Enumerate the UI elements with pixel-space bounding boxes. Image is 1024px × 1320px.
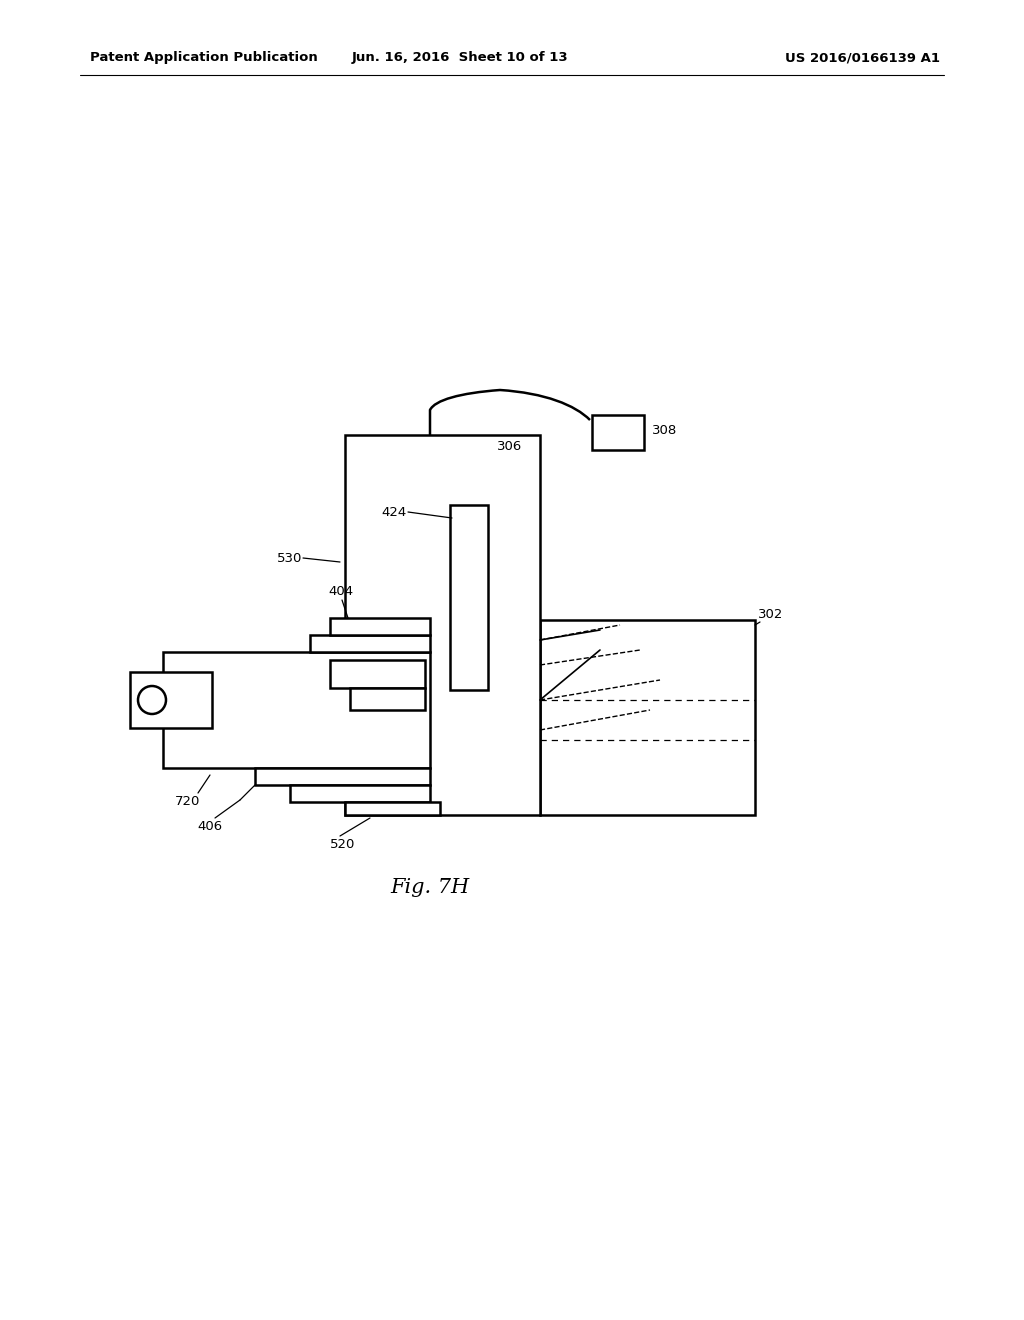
Bar xyxy=(330,618,430,635)
Bar xyxy=(130,672,212,729)
Text: 720: 720 xyxy=(175,795,201,808)
Text: 424: 424 xyxy=(382,506,407,519)
Bar xyxy=(350,688,425,710)
Text: 404: 404 xyxy=(328,585,353,598)
Bar xyxy=(450,506,488,690)
Text: Patent Application Publication: Patent Application Publication xyxy=(90,51,317,65)
Bar xyxy=(290,785,430,803)
Bar xyxy=(255,768,430,785)
Bar xyxy=(540,620,755,814)
Bar xyxy=(310,635,430,652)
Text: US 2016/0166139 A1: US 2016/0166139 A1 xyxy=(785,51,940,65)
Text: 530: 530 xyxy=(276,552,302,565)
Text: Jun. 16, 2016  Sheet 10 of 13: Jun. 16, 2016 Sheet 10 of 13 xyxy=(351,51,568,65)
Text: 406: 406 xyxy=(197,820,222,833)
Bar xyxy=(345,436,540,814)
Text: 302: 302 xyxy=(758,609,783,622)
Text: Fig. 7H: Fig. 7H xyxy=(390,878,470,898)
Text: 520: 520 xyxy=(330,838,355,851)
Text: 306: 306 xyxy=(497,440,522,453)
Bar xyxy=(330,660,425,688)
Text: 308: 308 xyxy=(652,424,677,437)
Bar xyxy=(163,652,430,768)
Bar xyxy=(592,414,644,450)
Bar xyxy=(345,803,440,814)
